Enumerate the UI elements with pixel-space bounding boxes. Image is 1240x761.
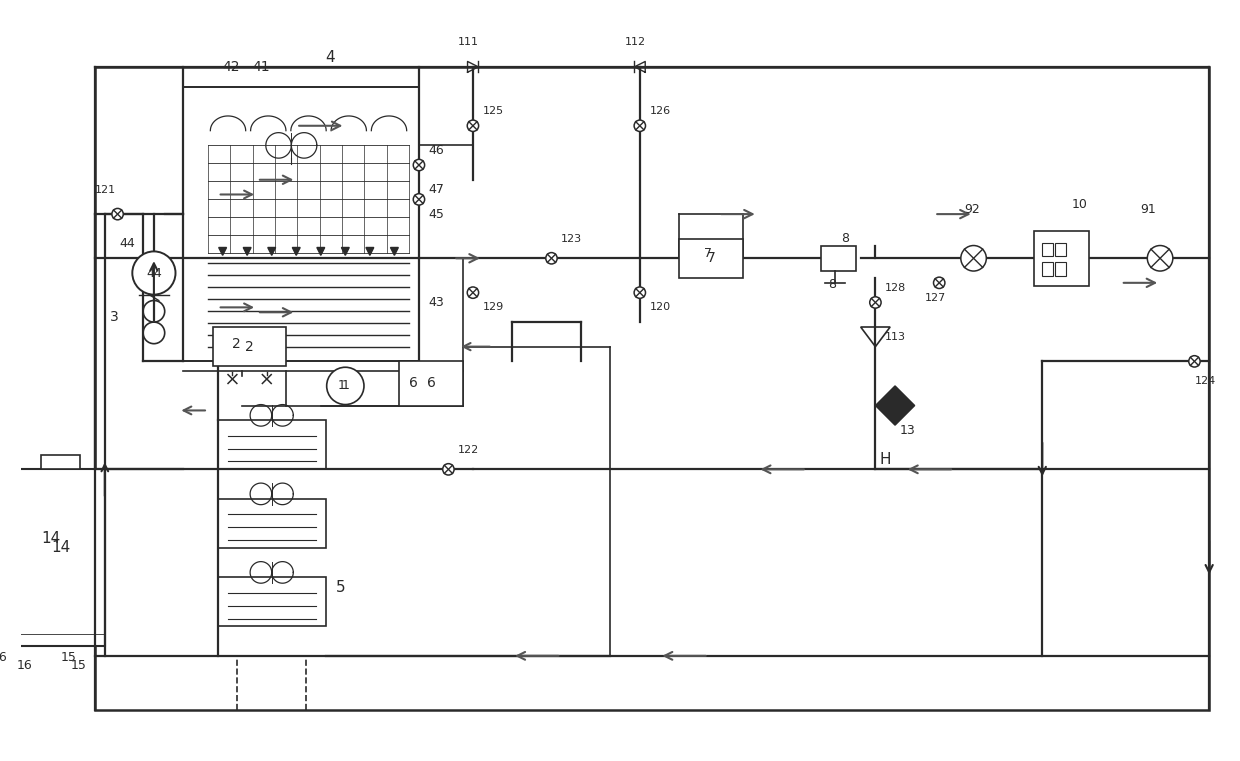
- Text: 129: 129: [482, 302, 503, 312]
- Text: 3: 3: [109, 310, 119, 324]
- Text: 10: 10: [1071, 198, 1087, 211]
- Circle shape: [634, 120, 646, 132]
- Text: 8: 8: [841, 232, 849, 245]
- Bar: [218, 498, 326, 548]
- Text: 126: 126: [650, 106, 671, 116]
- Circle shape: [112, 209, 123, 220]
- Text: 44: 44: [146, 266, 161, 279]
- Bar: [16, 470, 105, 646]
- Text: 14: 14: [41, 530, 61, 546]
- Bar: [213, 327, 286, 366]
- Text: 45: 45: [429, 208, 445, 221]
- Circle shape: [467, 120, 479, 132]
- Text: 1: 1: [337, 380, 346, 393]
- Text: 111: 111: [459, 37, 479, 47]
- Text: 8: 8: [828, 279, 836, 291]
- Polygon shape: [341, 247, 350, 256]
- Text: 123: 123: [562, 234, 583, 244]
- Text: 15: 15: [71, 659, 87, 672]
- Bar: [1043, 243, 1053, 256]
- Polygon shape: [875, 386, 915, 425]
- Polygon shape: [366, 247, 373, 256]
- Circle shape: [634, 287, 646, 298]
- Text: 127: 127: [925, 292, 946, 303]
- Text: 43: 43: [429, 296, 444, 309]
- Text: 7: 7: [703, 247, 712, 260]
- Bar: [41, 454, 81, 470]
- Circle shape: [413, 194, 424, 205]
- Text: 128: 128: [885, 283, 906, 293]
- Bar: [1034, 231, 1090, 286]
- Bar: [821, 246, 856, 271]
- Text: 4: 4: [326, 49, 335, 65]
- Circle shape: [467, 287, 479, 298]
- Text: 13: 13: [900, 424, 915, 437]
- Text: 42: 42: [223, 60, 241, 74]
- Bar: [1043, 263, 1053, 276]
- Circle shape: [1147, 246, 1173, 271]
- Text: 7: 7: [707, 251, 715, 266]
- Text: 15: 15: [61, 651, 77, 664]
- Polygon shape: [317, 247, 325, 256]
- Polygon shape: [293, 247, 300, 256]
- Circle shape: [934, 277, 945, 288]
- Text: 16: 16: [0, 651, 7, 664]
- Text: 2: 2: [232, 336, 242, 351]
- Circle shape: [413, 159, 424, 170]
- Text: 1: 1: [341, 380, 350, 393]
- Text: 91: 91: [1141, 202, 1156, 215]
- Text: 121: 121: [95, 185, 117, 195]
- Circle shape: [961, 246, 986, 271]
- Circle shape: [1189, 355, 1200, 367]
- Circle shape: [869, 297, 882, 308]
- Text: 47: 47: [429, 183, 445, 196]
- Text: 46: 46: [429, 144, 444, 157]
- Text: 112: 112: [625, 37, 646, 47]
- Text: 124: 124: [1194, 376, 1215, 386]
- Polygon shape: [243, 247, 250, 256]
- Bar: [184, 87, 419, 361]
- Bar: [680, 239, 743, 278]
- Bar: [218, 420, 326, 470]
- Circle shape: [546, 253, 557, 264]
- Circle shape: [133, 251, 176, 295]
- Text: 2: 2: [246, 339, 254, 354]
- Bar: [1055, 263, 1066, 276]
- Text: 6: 6: [427, 377, 435, 390]
- Text: 5: 5: [336, 580, 345, 594]
- Polygon shape: [218, 247, 227, 256]
- Text: 6: 6: [409, 376, 418, 390]
- Text: 14: 14: [51, 540, 71, 556]
- Bar: [399, 361, 463, 406]
- Text: 122: 122: [459, 444, 480, 455]
- Text: 125: 125: [482, 106, 503, 116]
- Circle shape: [326, 368, 365, 405]
- Bar: [218, 578, 326, 626]
- Polygon shape: [268, 247, 275, 256]
- Text: 92: 92: [963, 202, 980, 215]
- Circle shape: [443, 463, 454, 475]
- Text: 113: 113: [885, 332, 906, 342]
- Text: 120: 120: [650, 302, 671, 312]
- Polygon shape: [391, 247, 398, 256]
- Text: H: H: [879, 452, 892, 467]
- Text: 16: 16: [16, 659, 32, 672]
- Bar: [95, 67, 1209, 710]
- Circle shape: [0, 635, 4, 645]
- Text: 44: 44: [119, 237, 135, 250]
- Bar: [1055, 243, 1066, 256]
- Text: 41: 41: [252, 60, 269, 74]
